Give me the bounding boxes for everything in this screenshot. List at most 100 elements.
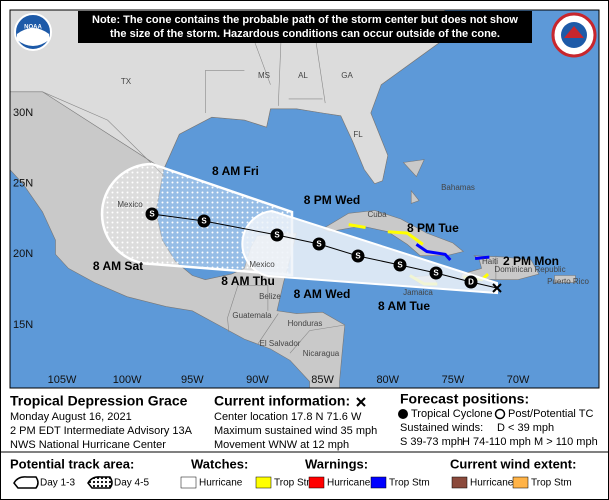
border	[205, 70, 245, 113]
place-label: El Salvador	[260, 339, 301, 348]
legend-heading: Potential track area:	[10, 456, 134, 471]
tropical-storm-warning	[474, 255, 490, 260]
legend-item: Day 4-5	[114, 478, 149, 489]
legend-swatch	[87, 476, 113, 489]
place-label: TX	[121, 77, 132, 86]
legend-item: Trop Stm	[274, 478, 315, 489]
latitude-label: 15N	[13, 319, 33, 331]
forecast-time: 8 AM Wed	[294, 287, 351, 301]
logo-bird	[17, 28, 49, 46]
wind-category: M > 110 mph	[534, 436, 598, 448]
legend-swatch	[13, 476, 39, 489]
forecast-point	[145, 207, 159, 221]
longitude-label: 85W	[311, 374, 334, 386]
intensity-letter: D	[468, 278, 474, 287]
forecast-point	[429, 266, 443, 280]
forecast-point	[270, 228, 284, 242]
forecast-time: 8 PM Wed	[304, 193, 360, 207]
place-label: FL	[353, 130, 363, 139]
land-puerto-rico	[554, 275, 576, 283]
longitude-label: 100W	[113, 374, 142, 386]
storm-advisory: 2 PM EDT Intermediate Advisory 13A	[10, 425, 193, 437]
border	[254, 42, 271, 85]
current-heading: Current information:	[214, 393, 350, 409]
place-label: Jamaica	[403, 288, 433, 297]
legend-item: Hurricane	[327, 478, 371, 489]
longitude-label: 105W	[48, 374, 77, 386]
legend-heading: Warnings:	[305, 456, 368, 471]
forecast-time: 2 PM Mon	[503, 254, 559, 268]
legend-swatch	[370, 476, 387, 489]
intensity-letter: S	[355, 252, 361, 261]
place-label: Puerto Rico	[547, 277, 589, 286]
place-label: Mexico	[117, 200, 143, 209]
note-line: Note: The cone contains the probable pat…	[92, 14, 518, 26]
longitude-label: 70W	[507, 374, 530, 386]
nws-logo	[551, 12, 597, 58]
legend-swatch	[512, 476, 529, 489]
place-label: Haiti	[482, 257, 498, 266]
wind-category: S 39-73 mph	[400, 436, 463, 448]
longitude-label: 80W	[376, 374, 399, 386]
forecast-time: 8 AM Fri	[212, 164, 259, 178]
intensity-letter: S	[316, 240, 322, 249]
border	[257, 313, 279, 345]
place-label: Honduras	[288, 319, 323, 328]
intensity-letter: S	[149, 210, 155, 219]
place-label: Nicaragua	[303, 349, 340, 358]
legend-heading: Watches:	[191, 456, 248, 471]
legend-item: Hurricane	[199, 478, 243, 489]
latitude-label: 30N	[13, 107, 33, 119]
land-united-states	[10, 10, 446, 185]
tropical-storm-warning	[415, 243, 452, 262]
forecast-time: 8 AM Tue	[378, 299, 430, 313]
longitude-label: 90W	[246, 374, 269, 386]
logo-mark	[564, 26, 584, 38]
legend-swatch	[308, 476, 325, 489]
current-line: Maximum sustained wind 35 mph	[214, 425, 377, 437]
intensity-letter: S	[274, 231, 280, 240]
wind-category: D < 39 mph	[497, 422, 554, 434]
forecast-point	[464, 275, 478, 289]
place-label: Mexico	[249, 260, 275, 269]
place-label: GA	[341, 71, 353, 80]
longitude-label: 75W	[442, 374, 465, 386]
place-label: Dominican Republic	[494, 265, 565, 274]
note-line: the size of the storm. Hazardous conditi…	[110, 28, 500, 40]
map: D 2 PM Mon S 8 AM Tue S 8 PM Tue S 8 AM Wed S 8 P…	[10, 10, 599, 388]
longitude-label: 95W	[181, 374, 204, 386]
forecast-point	[312, 237, 326, 251]
tropical-storm-watch	[348, 223, 366, 229]
border	[315, 42, 326, 104]
land-bahamas-south	[410, 189, 420, 204]
forecast-time: 8 AM Thu	[221, 274, 275, 288]
tc-symbol	[398, 409, 408, 419]
post-tc-symbol	[494, 408, 506, 420]
legend-item: Day 1-3	[40, 478, 75, 489]
map-frame	[9, 9, 600, 389]
land-hispaniola	[460, 255, 540, 281]
border	[42, 91, 166, 177]
forecast-point	[351, 249, 365, 263]
border	[227, 285, 239, 333]
current-icon	[356, 397, 366, 407]
border	[289, 324, 345, 354]
wind-category: H 74-110 mph	[462, 436, 531, 448]
border	[237, 285, 269, 311]
place-label: Belize	[259, 292, 281, 301]
forecast-time: 8 AM Sat	[93, 259, 143, 273]
forecast-point	[197, 214, 211, 228]
legend-item: Trop Stm	[531, 478, 572, 489]
post-tc-label: Post/Potential TC	[508, 408, 593, 420]
storm-date: Monday August 16, 2021	[10, 411, 132, 423]
logo-text: NOAA	[24, 25, 42, 31]
place-label: MS	[258, 71, 270, 80]
forecast-point	[393, 258, 407, 272]
legend-swatch	[451, 476, 468, 489]
current-line: Center location 17.8 N 71.6 W	[214, 411, 362, 423]
noaa-logo: NOAA	[14, 13, 52, 51]
legend-swatch	[180, 476, 197, 489]
legend-item: Trop Stm	[389, 478, 430, 489]
intensity-letter: S	[201, 217, 207, 226]
